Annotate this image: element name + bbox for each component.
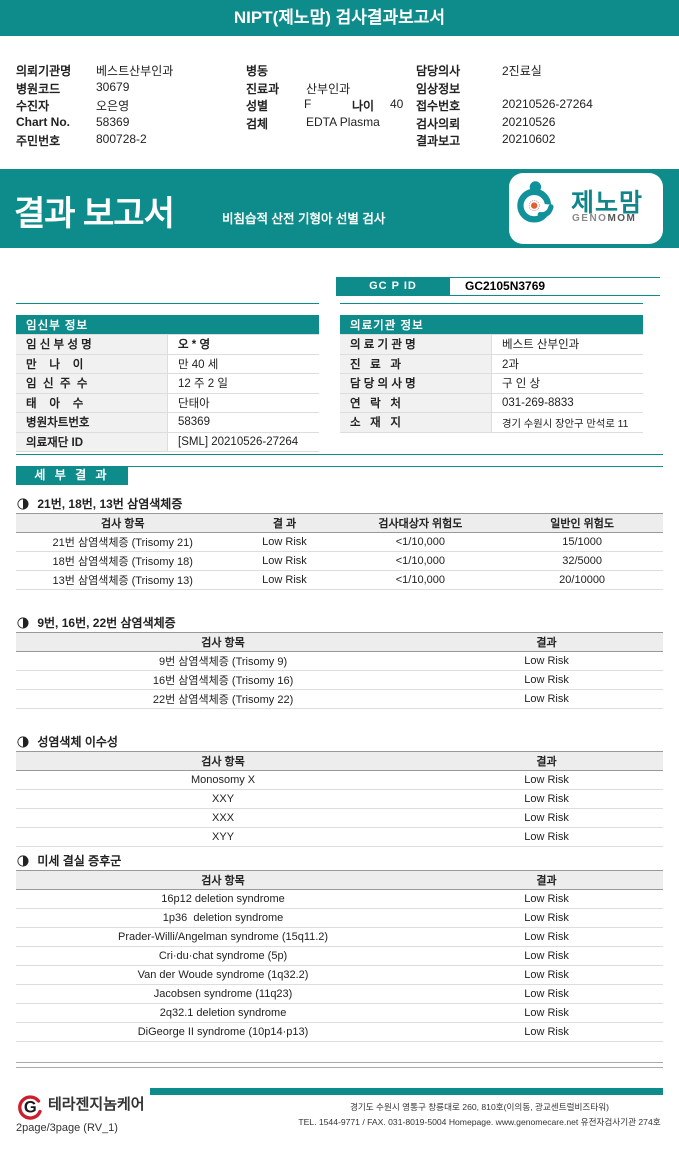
svg-text:G: G xyxy=(24,1098,37,1116)
